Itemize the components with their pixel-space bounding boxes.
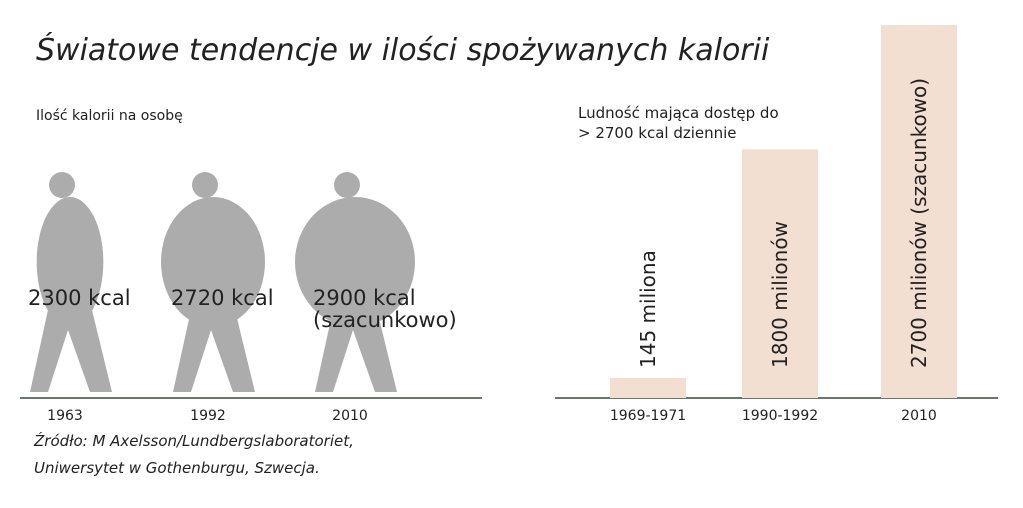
x-tick-label: 1969-1971 bbox=[610, 408, 686, 424]
body bbox=[295, 197, 415, 327]
silhouette bbox=[161, 172, 265, 392]
value-label: 2300 kcal bbox=[28, 286, 131, 310]
bar bbox=[610, 377, 686, 398]
body bbox=[36, 197, 104, 327]
source-line: Źródło: M Axelsson/Lundbergslaboratoriet… bbox=[33, 431, 354, 450]
head bbox=[49, 172, 75, 198]
legs bbox=[315, 310, 397, 392]
source-line: Uniwersytet w Gothenburgu, Szwecja. bbox=[34, 459, 320, 477]
x-tick-label: 2010 bbox=[332, 408, 368, 424]
silhouette bbox=[295, 172, 415, 392]
x-tick-label: 1992 bbox=[190, 408, 226, 424]
x-tick-label: 1990-1992 bbox=[742, 408, 818, 424]
bar bbox=[742, 149, 818, 398]
value-label: 2900 kcal (szacunkowo) bbox=[313, 286, 457, 332]
value-label: 2700 milionów (szacunkowo) bbox=[907, 78, 931, 368]
panel-title: Ludność mająca dostęp do > 2700 kcal dzie… bbox=[578, 104, 779, 142]
silhouette bbox=[30, 172, 112, 392]
x-tick-label: 2010 bbox=[901, 408, 937, 424]
page-title: Światowe tendencje w ilości spożywanych … bbox=[36, 31, 770, 68]
body bbox=[161, 197, 265, 327]
legs bbox=[30, 310, 112, 392]
head bbox=[334, 172, 360, 198]
legs bbox=[173, 310, 255, 392]
value-label: 2720 kcal bbox=[171, 286, 274, 310]
value-label: 1800 milionów bbox=[768, 221, 792, 368]
x-tick-label: 1963 bbox=[47, 408, 83, 424]
head bbox=[192, 172, 218, 198]
value-label: 145 miliona bbox=[636, 250, 660, 368]
bar bbox=[881, 25, 957, 398]
panel-title: Ilość kalorii na osobę bbox=[36, 108, 183, 124]
